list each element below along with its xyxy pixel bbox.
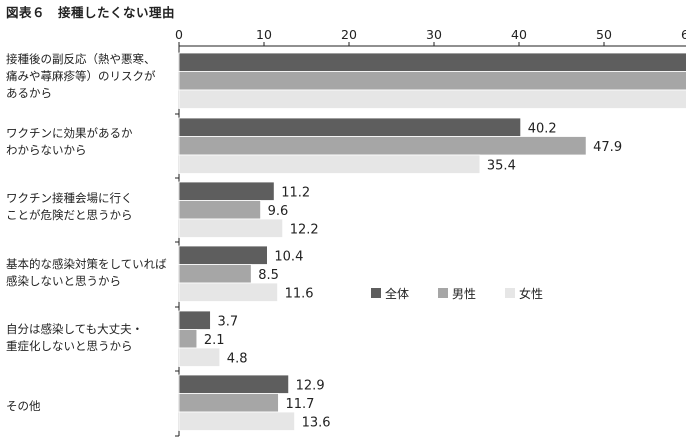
value-label: 11.6 xyxy=(285,286,314,301)
x-tick-label: 10 xyxy=(256,27,272,42)
value-label: 10.4 xyxy=(274,249,303,264)
category-label-line: 接種後の副反応（熱や悪寒、 xyxy=(6,52,156,66)
value-label: 12.2 xyxy=(290,222,319,237)
bar-total xyxy=(178,374,290,394)
category-label-line: 重症化しないと思うから xyxy=(6,339,133,353)
legend-label: 女性 xyxy=(519,286,543,301)
chart-title: 図表６ 接種したくない理由 xyxy=(6,5,176,20)
bar-male xyxy=(178,329,198,349)
legend-label: 全体 xyxy=(385,286,409,301)
bar-total xyxy=(178,245,268,265)
bar-male xyxy=(178,393,279,413)
bar-female xyxy=(178,411,295,431)
category-label: 基本的な感染対策をしていれば 感染しないと思うから xyxy=(6,256,178,290)
category-label: 接種後の副反応（熱や悪寒、 痛みや蕁麻疹等）のリスクが あるから xyxy=(6,51,178,102)
x-tick-label: 30 xyxy=(426,27,442,42)
x-tick-label: 50 xyxy=(596,27,612,42)
category-label-line: ワクチン接種会場に行く xyxy=(6,191,133,205)
legend-swatch xyxy=(371,288,381,298)
bar-male xyxy=(178,71,686,91)
bar-female xyxy=(178,218,284,238)
bar-total xyxy=(178,310,211,330)
bar-total xyxy=(178,181,275,201)
bar-female xyxy=(178,89,686,109)
bar-total xyxy=(178,117,522,137)
category-label: 自分は感染しても大丈夫・ 重症化しないと思うから xyxy=(6,321,178,355)
value-label: 9.6 xyxy=(268,204,289,219)
legend-label: 男性 xyxy=(452,287,476,301)
value-label: 2.1 xyxy=(204,333,225,348)
value-label: 13.6 xyxy=(302,415,331,430)
value-label: 8.5 xyxy=(258,268,279,283)
category-label-line: あるから xyxy=(6,86,52,100)
value-label: 11.7 xyxy=(285,397,314,412)
bar-total xyxy=(178,52,686,72)
x-tick-label: 40 xyxy=(511,27,527,42)
category-label-line: わからないから xyxy=(6,143,87,157)
value-label: 35.4 xyxy=(487,158,516,173)
value-label: 47.9 xyxy=(593,140,622,155)
bar-female xyxy=(178,154,481,174)
category-label-line: ワクチンに効果があるか xyxy=(6,126,133,140)
category-label-line: 自分は感染しても大丈夫・ xyxy=(6,322,144,336)
x-tick-label: 0 xyxy=(175,27,183,42)
value-label: 40.2 xyxy=(528,121,557,136)
value-label: 3.7 xyxy=(217,314,238,329)
category-label-line: 感染しないと思うから xyxy=(6,274,121,288)
bar-male xyxy=(178,264,252,284)
x-tick-label: 60 xyxy=(681,27,686,42)
value-label: 4.8 xyxy=(227,351,248,366)
value-label: 11.2 xyxy=(281,185,310,200)
bar-male xyxy=(178,200,261,220)
legend-swatch xyxy=(438,288,448,298)
category-label: ワクチン接種会場に行く ことが危険だと思うから xyxy=(6,190,178,224)
bar-female xyxy=(178,282,278,302)
legend-swatch xyxy=(505,288,515,298)
x-tick-label: 20 xyxy=(341,27,357,42)
value-label: 12.9 xyxy=(296,378,325,393)
category-label: その他 xyxy=(6,398,178,415)
bar-male xyxy=(178,136,587,156)
category-label-line: 基本的な感染対策をしていれば xyxy=(6,257,167,271)
category-label: ワクチンに効果があるか わからないから xyxy=(6,125,178,159)
bar-female xyxy=(178,347,221,367)
category-label-line: ことが危険だと思うから xyxy=(6,208,133,222)
category-label-line: その他 xyxy=(6,399,41,413)
category-label-line: 痛みや蕁麻疹等）のリスクが xyxy=(6,69,156,83)
